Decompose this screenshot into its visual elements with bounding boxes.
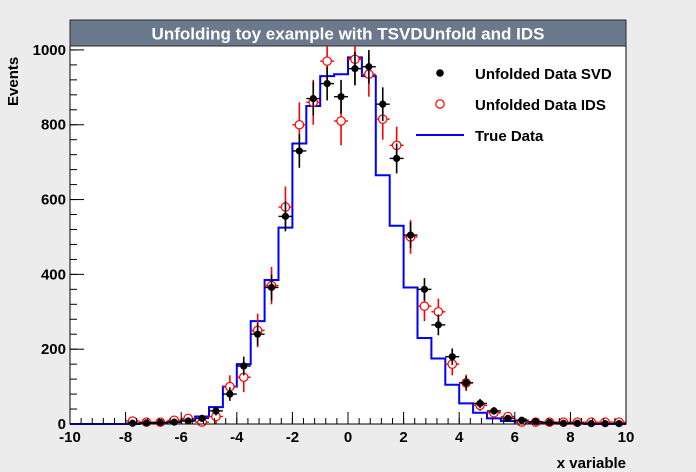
- ids-point: [322, 56, 332, 66]
- x-tick-label: 10: [618, 429, 635, 446]
- svd-point: [476, 399, 484, 408]
- x-tick-label: -10: [59, 429, 81, 446]
- svd-point: [545, 418, 554, 427]
- legend-ids-marker: [435, 99, 445, 109]
- x-tick-label: -6: [175, 429, 188, 446]
- svd-point: [448, 353, 456, 361]
- y-axis-label: Events: [5, 57, 22, 106]
- y-tick-label: 0: [58, 416, 66, 433]
- x-tick-label: 0: [344, 429, 352, 446]
- x-tick-label: 8: [566, 429, 574, 446]
- ids-point: [419, 301, 430, 311]
- y-tick-label: 200: [41, 341, 66, 358]
- svd-point: [573, 419, 581, 427]
- legend-true-label: True Data: [475, 128, 544, 145]
- svd-point: [518, 416, 526, 424]
- svd-point: [559, 419, 568, 427]
- svd-point: [184, 417, 192, 425]
- x-tick-label: 4: [455, 429, 464, 446]
- x-axis-label: x variable: [557, 455, 626, 472]
- legend-svd-marker: [436, 69, 444, 77]
- y-tick-label: 1000: [33, 42, 66, 59]
- svd-point: [462, 379, 470, 387]
- legend: Unfolded Data SVD Unfolded Data IDS True…: [416, 66, 612, 145]
- svd-point: [226, 390, 234, 398]
- svd-point: [212, 407, 220, 415]
- svd-point: [490, 407, 498, 415]
- svd-point: [504, 414, 512, 422]
- svd-point: [156, 418, 164, 427]
- x-tick-label: -8: [119, 429, 132, 446]
- svd-point: [281, 212, 290, 220]
- svd-point: [295, 147, 303, 155]
- title-box: [69, 19, 627, 47]
- legend-svd-label: Unfolded Data SVD: [475, 66, 612, 83]
- x-tick-label: -4: [230, 429, 244, 446]
- x-tick-label: 6: [511, 429, 519, 446]
- ids-point: [336, 116, 346, 126]
- svd-point: [434, 321, 442, 329]
- svd-point: [351, 65, 359, 73]
- chart-title: Unfolding toy example with TSVDUnfold an…: [152, 25, 545, 44]
- y-tick-label: 800: [41, 117, 66, 134]
- svd-point: [142, 419, 151, 427]
- svd-point: [420, 285, 429, 293]
- svd-point: [365, 63, 373, 71]
- svd-point: [128, 419, 137, 427]
- legend-ids-label: Unfolded Data IDS: [475, 97, 606, 114]
- svd-point: [393, 154, 401, 163]
- svd-point: [323, 79, 331, 88]
- svd-point: [309, 94, 317, 103]
- y-tick-label: 600: [41, 192, 66, 209]
- x-tick-label: -2: [286, 429, 299, 446]
- svd-point: [406, 231, 415, 239]
- svd-point: [170, 418, 178, 426]
- svd-point: [337, 93, 345, 101]
- ids-point: [294, 119, 305, 130]
- svd-point: [240, 362, 248, 370]
- svd-point: [254, 330, 262, 338]
- svd-point: [267, 283, 276, 292]
- x-tick-label: 2: [399, 429, 407, 446]
- plot-area: [70, 20, 626, 424]
- svd-point: [379, 100, 387, 108]
- y-tick-label: 400: [41, 266, 66, 283]
- y-axis: 0 200 400 600 800 1000: [33, 19, 84, 433]
- svd-point: [198, 414, 206, 422]
